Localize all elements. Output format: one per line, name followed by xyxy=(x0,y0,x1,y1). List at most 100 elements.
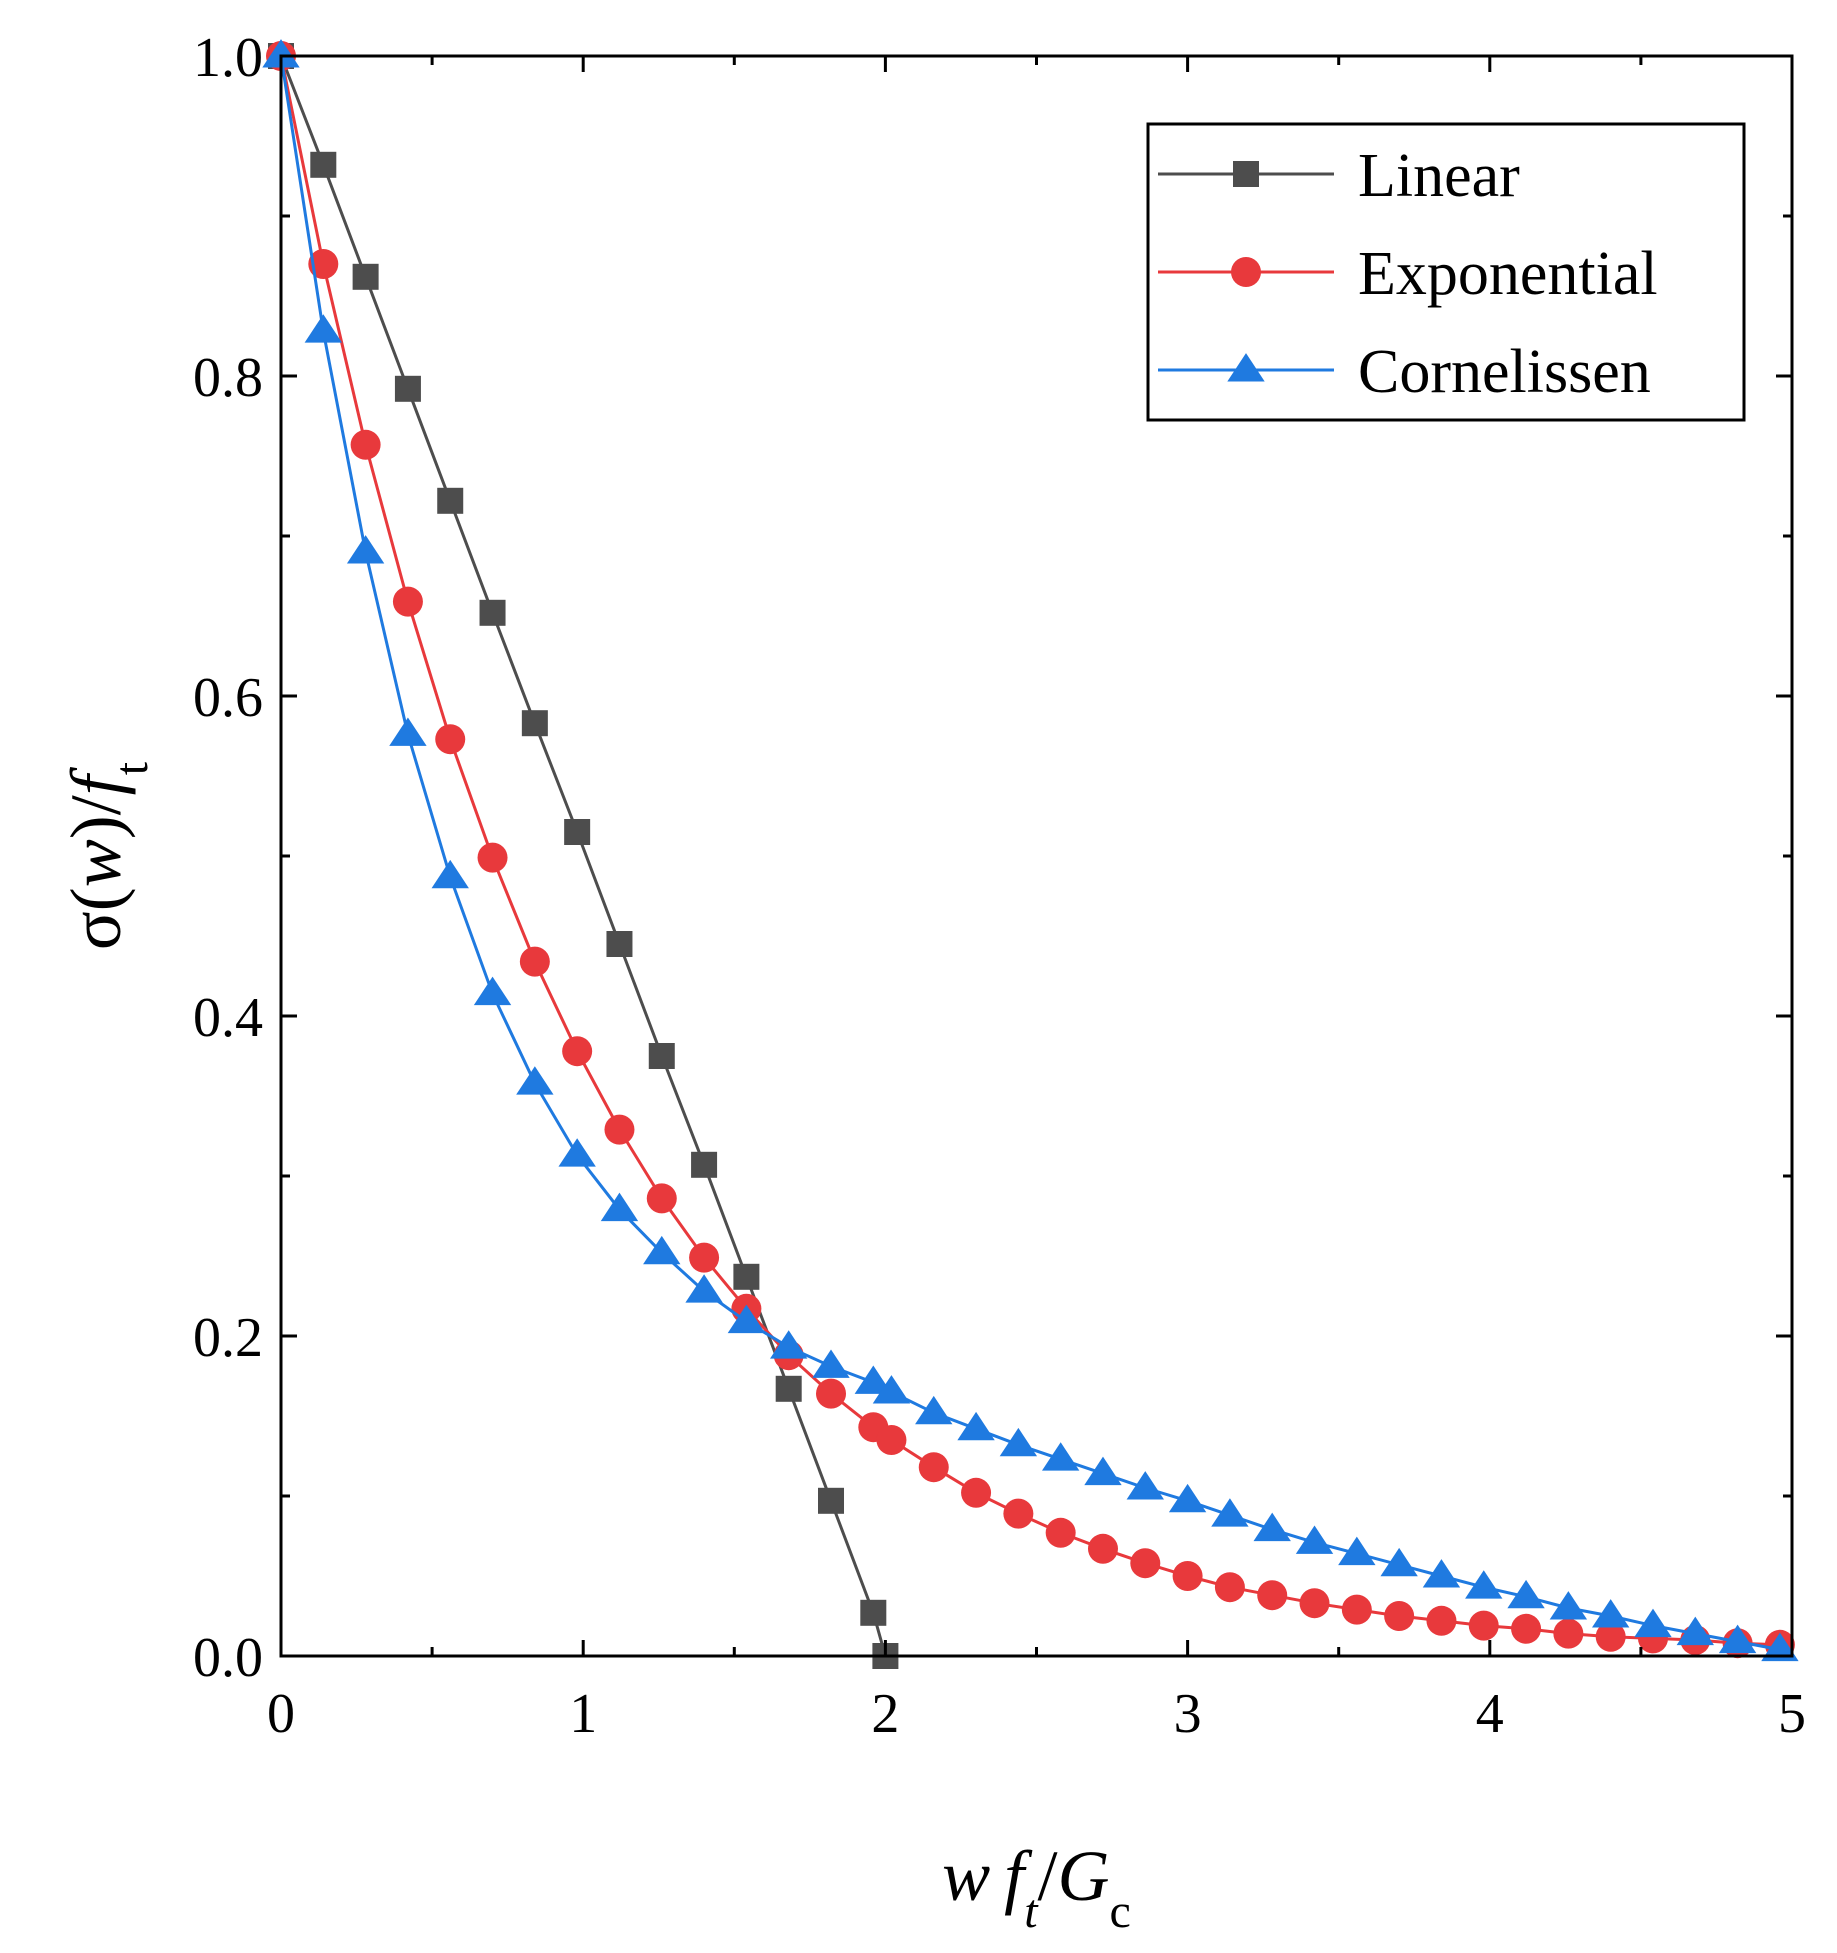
data-point-exponential xyxy=(876,1425,907,1455)
data-point-exponential xyxy=(918,1452,949,1483)
data-point-cornelissen xyxy=(999,1427,1038,1457)
data-point-cornelissen xyxy=(558,1138,596,1167)
data-point-exponential xyxy=(1299,1588,1330,1619)
data-point-cornelissen xyxy=(854,1365,892,1394)
data-point-linear xyxy=(521,710,548,737)
data-point-cornelissen xyxy=(1253,1512,1291,1542)
data-point-cornelissen xyxy=(1041,1442,1080,1471)
data-point-exponential xyxy=(1341,1594,1372,1625)
data-point-exponential xyxy=(1384,1601,1415,1631)
data-point-cornelissen xyxy=(304,314,342,343)
series-layer xyxy=(262,39,1799,1669)
legend-label-exponential: Exponential xyxy=(1358,240,1658,308)
x-tick-label: 3 xyxy=(1174,1683,1202,1745)
data-point-cornelissen xyxy=(727,1304,766,1334)
legend-marker-cornelissen xyxy=(1227,353,1265,382)
data-point-cornelissen xyxy=(431,859,469,889)
data-point-cornelissen xyxy=(1591,1599,1630,1628)
y-tick-label: 0.2 xyxy=(193,1307,263,1369)
data-point-cornelissen xyxy=(1380,1547,1418,1577)
data-point-exponential xyxy=(1087,1533,1118,1564)
y-tick-label: 0.6 xyxy=(193,667,263,729)
data-point-cornelissen xyxy=(1295,1525,1334,1554)
legend-label-linear: Linear xyxy=(1358,142,1520,210)
data-point-exponential xyxy=(1553,1618,1584,1649)
data-point-cornelissen xyxy=(643,1235,681,1265)
legend-marker-linear xyxy=(1233,161,1259,187)
data-point-cornelissen xyxy=(1676,1616,1714,1646)
data-point-cornelissen xyxy=(1507,1579,1545,1609)
data-point-linear xyxy=(310,151,337,178)
data-point-linear xyxy=(564,819,591,845)
data-point-exponential xyxy=(435,724,466,755)
data-point-cornelissen xyxy=(872,1375,911,1404)
data-point-cornelissen xyxy=(770,1330,808,1359)
data-point-exponential xyxy=(1426,1605,1457,1636)
data-point-cornelissen xyxy=(1126,1471,1164,1500)
x-tick-label: 2 xyxy=(871,1683,899,1745)
data-point-exponential xyxy=(689,1242,720,1273)
data-point-linear xyxy=(860,1599,887,1626)
data-point-linear xyxy=(394,375,421,402)
data-point-linear xyxy=(818,1487,845,1514)
data-point-cornelissen xyxy=(516,1066,554,1095)
data-point-linear xyxy=(606,931,633,957)
data-point-exponential xyxy=(604,1114,635,1145)
x-tick-label: 5 xyxy=(1778,1683,1806,1745)
data-point-exponential xyxy=(562,1036,593,1067)
data-point-cornelissen xyxy=(262,39,300,68)
data-point-linear xyxy=(648,1043,675,1069)
data-point-exponential xyxy=(646,1183,677,1214)
legend-marker-exponential xyxy=(1231,257,1261,287)
y-axis-title: σ(w)/ft xyxy=(56,761,158,950)
series-line-linear xyxy=(279,55,887,1657)
data-point-cornelissen xyxy=(1718,1624,1757,1654)
data-point-cornelissen xyxy=(812,1349,850,1378)
data-point-exponential xyxy=(1045,1517,1076,1548)
data-point-linear xyxy=(691,1151,718,1178)
y-tick-label: 0.4 xyxy=(193,987,263,1049)
data-point-exponential xyxy=(308,249,339,279)
data-point-exponential xyxy=(519,946,550,977)
data-point-cornelissen xyxy=(1422,1559,1461,1588)
data-point-exponential xyxy=(350,429,381,460)
data-point-exponential xyxy=(816,1378,847,1409)
data-point-cornelissen xyxy=(389,717,427,746)
y-tick-label: 0.0 xyxy=(193,1627,263,1689)
data-point-linear xyxy=(437,487,464,514)
data-point-exponential xyxy=(1595,1621,1626,1652)
data-point-cornelissen xyxy=(1168,1483,1207,1513)
x-tick-label: 0 xyxy=(267,1683,295,1745)
data-point-cornelissen xyxy=(1211,1498,1249,1527)
data-point-exponential xyxy=(961,1477,992,1508)
data-point-exponential xyxy=(1172,1561,1203,1591)
data-point-cornelissen xyxy=(346,535,385,564)
data-point-cornelissen xyxy=(473,976,512,1006)
data-point-cornelissen xyxy=(1084,1456,1122,1486)
data-point-exponential xyxy=(1468,1610,1499,1641)
series-exponential xyxy=(266,41,1795,1660)
data-point-cornelissen xyxy=(1634,1608,1672,1638)
y-tick-label: 0.8 xyxy=(193,347,263,409)
x-tick-label: 4 xyxy=(1476,1683,1504,1745)
data-point-exponential xyxy=(1257,1580,1288,1611)
data-point-exponential xyxy=(1003,1498,1034,1529)
x-tick-label: 1 xyxy=(569,1683,597,1745)
data-point-cornelissen xyxy=(600,1192,639,1222)
data-point-exponential xyxy=(392,586,423,617)
data-point-cornelissen xyxy=(1465,1570,1503,1599)
series-cornelissen xyxy=(262,39,1799,1662)
data-point-exponential xyxy=(1214,1572,1245,1603)
data-point-linear xyxy=(733,1263,760,1290)
data-point-exponential xyxy=(477,842,508,873)
data-point-linear xyxy=(352,263,379,290)
y-tick-label: 1.0 xyxy=(193,27,263,89)
axis-ticks: 0 1 2 3 4 5 0.0 0.2 0.4 0.6 0.8 1.0 xyxy=(193,27,1806,1745)
data-point-exponential xyxy=(1511,1613,1542,1644)
data-point-cornelissen xyxy=(685,1274,723,1303)
legend-label-cornelissen: Cornelissen xyxy=(1358,338,1651,406)
data-point-cornelissen xyxy=(1761,1632,1799,1662)
data-point-cornelissen xyxy=(1549,1591,1588,1620)
data-point-linear xyxy=(775,1375,802,1402)
